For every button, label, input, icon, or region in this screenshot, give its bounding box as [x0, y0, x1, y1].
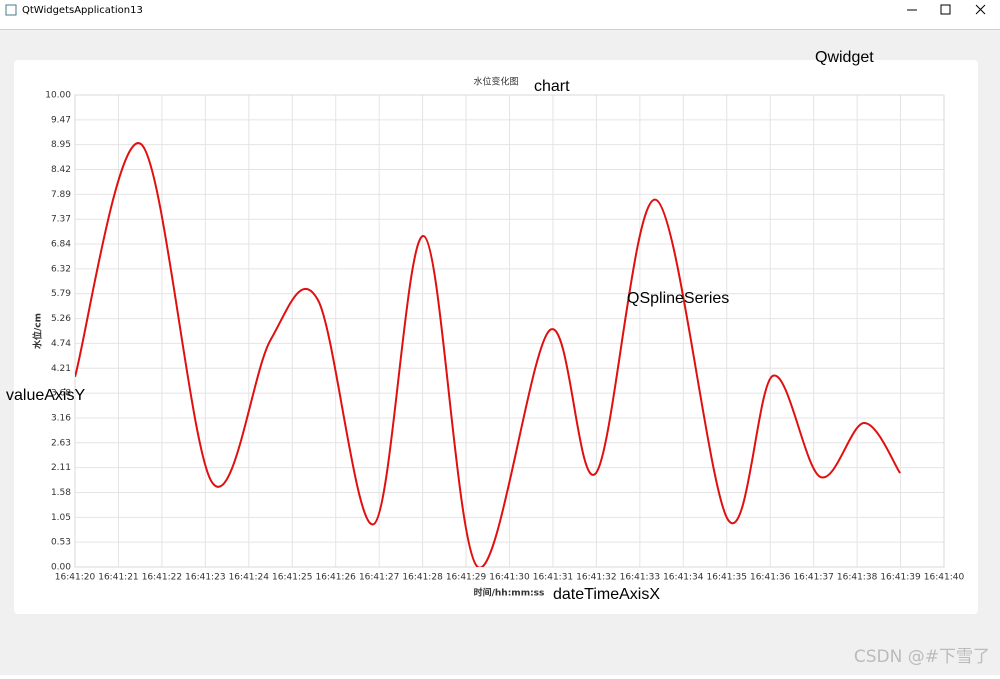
y-tick-label: 10.00 — [45, 91, 71, 101]
y-tick-label: 0.53 — [51, 538, 71, 548]
x-tick-label: 16:41:22 — [142, 573, 182, 583]
y-tick-label: 0.00 — [51, 563, 71, 573]
y-tick-label: 2.11 — [51, 463, 71, 473]
x-tick-label: 16:41:25 — [272, 573, 312, 583]
annotation: valueAxisY — [6, 387, 85, 404]
annotation: QSplineSeries — [627, 290, 729, 307]
annotation: dateTimeAxisX — [553, 586, 660, 603]
y-tick-label: 7.89 — [51, 190, 71, 200]
x-tick-label: 16:41:24 — [229, 573, 270, 583]
y-tick-label: 6.84 — [51, 240, 71, 250]
annotation: chart — [534, 78, 570, 95]
y-tick-label: 8.42 — [51, 165, 71, 175]
plot-border — [74, 94, 945, 568]
y-tick-label: 1.05 — [51, 513, 71, 523]
x-tick-label: 16:41:28 — [402, 573, 443, 583]
y-tick-label: 6.32 — [51, 264, 71, 274]
x-tick-label: 16:41:34 — [663, 573, 704, 583]
x-tick-label: 16:41:40 — [924, 573, 965, 583]
x-tick-label: 16:41:36 — [750, 573, 791, 583]
y-tick-label: 2.63 — [51, 438, 71, 448]
y-tick-label: 4.74 — [51, 339, 71, 349]
close-button[interactable] — [975, 4, 986, 15]
y-tick-label: 8.95 — [51, 140, 71, 150]
x-tick-label: 16:41:38 — [837, 573, 878, 583]
maximize-button[interactable] — [940, 4, 951, 15]
x-tick-label: 16:41:20 — [55, 573, 96, 583]
spline-series — [75, 142, 901, 567]
y-tick-label: 4.21 — [51, 364, 71, 374]
x-tick-label: 16:41:21 — [98, 573, 138, 583]
x-tick-label: 16:41:30 — [489, 573, 530, 583]
window-title: QtWidgetsApplication13 — [22, 5, 143, 16]
annotation: Qwidget — [815, 49, 874, 66]
y-tick-label: 1.58 — [51, 488, 71, 498]
y-tick-label: 3.16 — [51, 413, 71, 423]
watermark: CSDN @#下雪了 — [854, 647, 990, 667]
x-tick-label: 16:41:26 — [315, 573, 356, 583]
x-tick-label: 16:41:23 — [185, 573, 225, 583]
x-axis-title: 时间/hh:mm:ss — [474, 587, 545, 599]
x-tick-label: 16:41:39 — [880, 573, 921, 583]
x-tick-label: 16:41:27 — [359, 573, 399, 583]
y-tick-label: 9.47 — [51, 115, 71, 125]
x-tick-label: 16:41:31 — [533, 573, 573, 583]
x-tick-label: 16:41:32 — [576, 573, 616, 583]
y-axis-title: 水位/cm — [32, 313, 44, 349]
x-tick-label: 16:41:33 — [620, 573, 660, 583]
y-tick-label: 5.79 — [51, 289, 71, 299]
x-tick-label: 16:41:29 — [446, 573, 487, 583]
title-bar — [0, 0, 1000, 29]
x-tick-label: 16:41:35 — [707, 573, 747, 583]
app-icon — [5, 4, 17, 16]
x-tick-label: 16:41:37 — [793, 573, 833, 583]
chart-title: 水位变化图 — [473, 76, 518, 88]
y-tick-label: 3.68 — [51, 389, 71, 399]
y-tick-label: 5.26 — [51, 314, 71, 324]
chart: 水位变化图 时间/hh:mm:ss 水位/cm 0.00 0.53 1.05 1.58… — [32, 76, 965, 599]
y-tick-label: 7.37 — [51, 215, 71, 225]
chart-panel — [14, 60, 978, 614]
